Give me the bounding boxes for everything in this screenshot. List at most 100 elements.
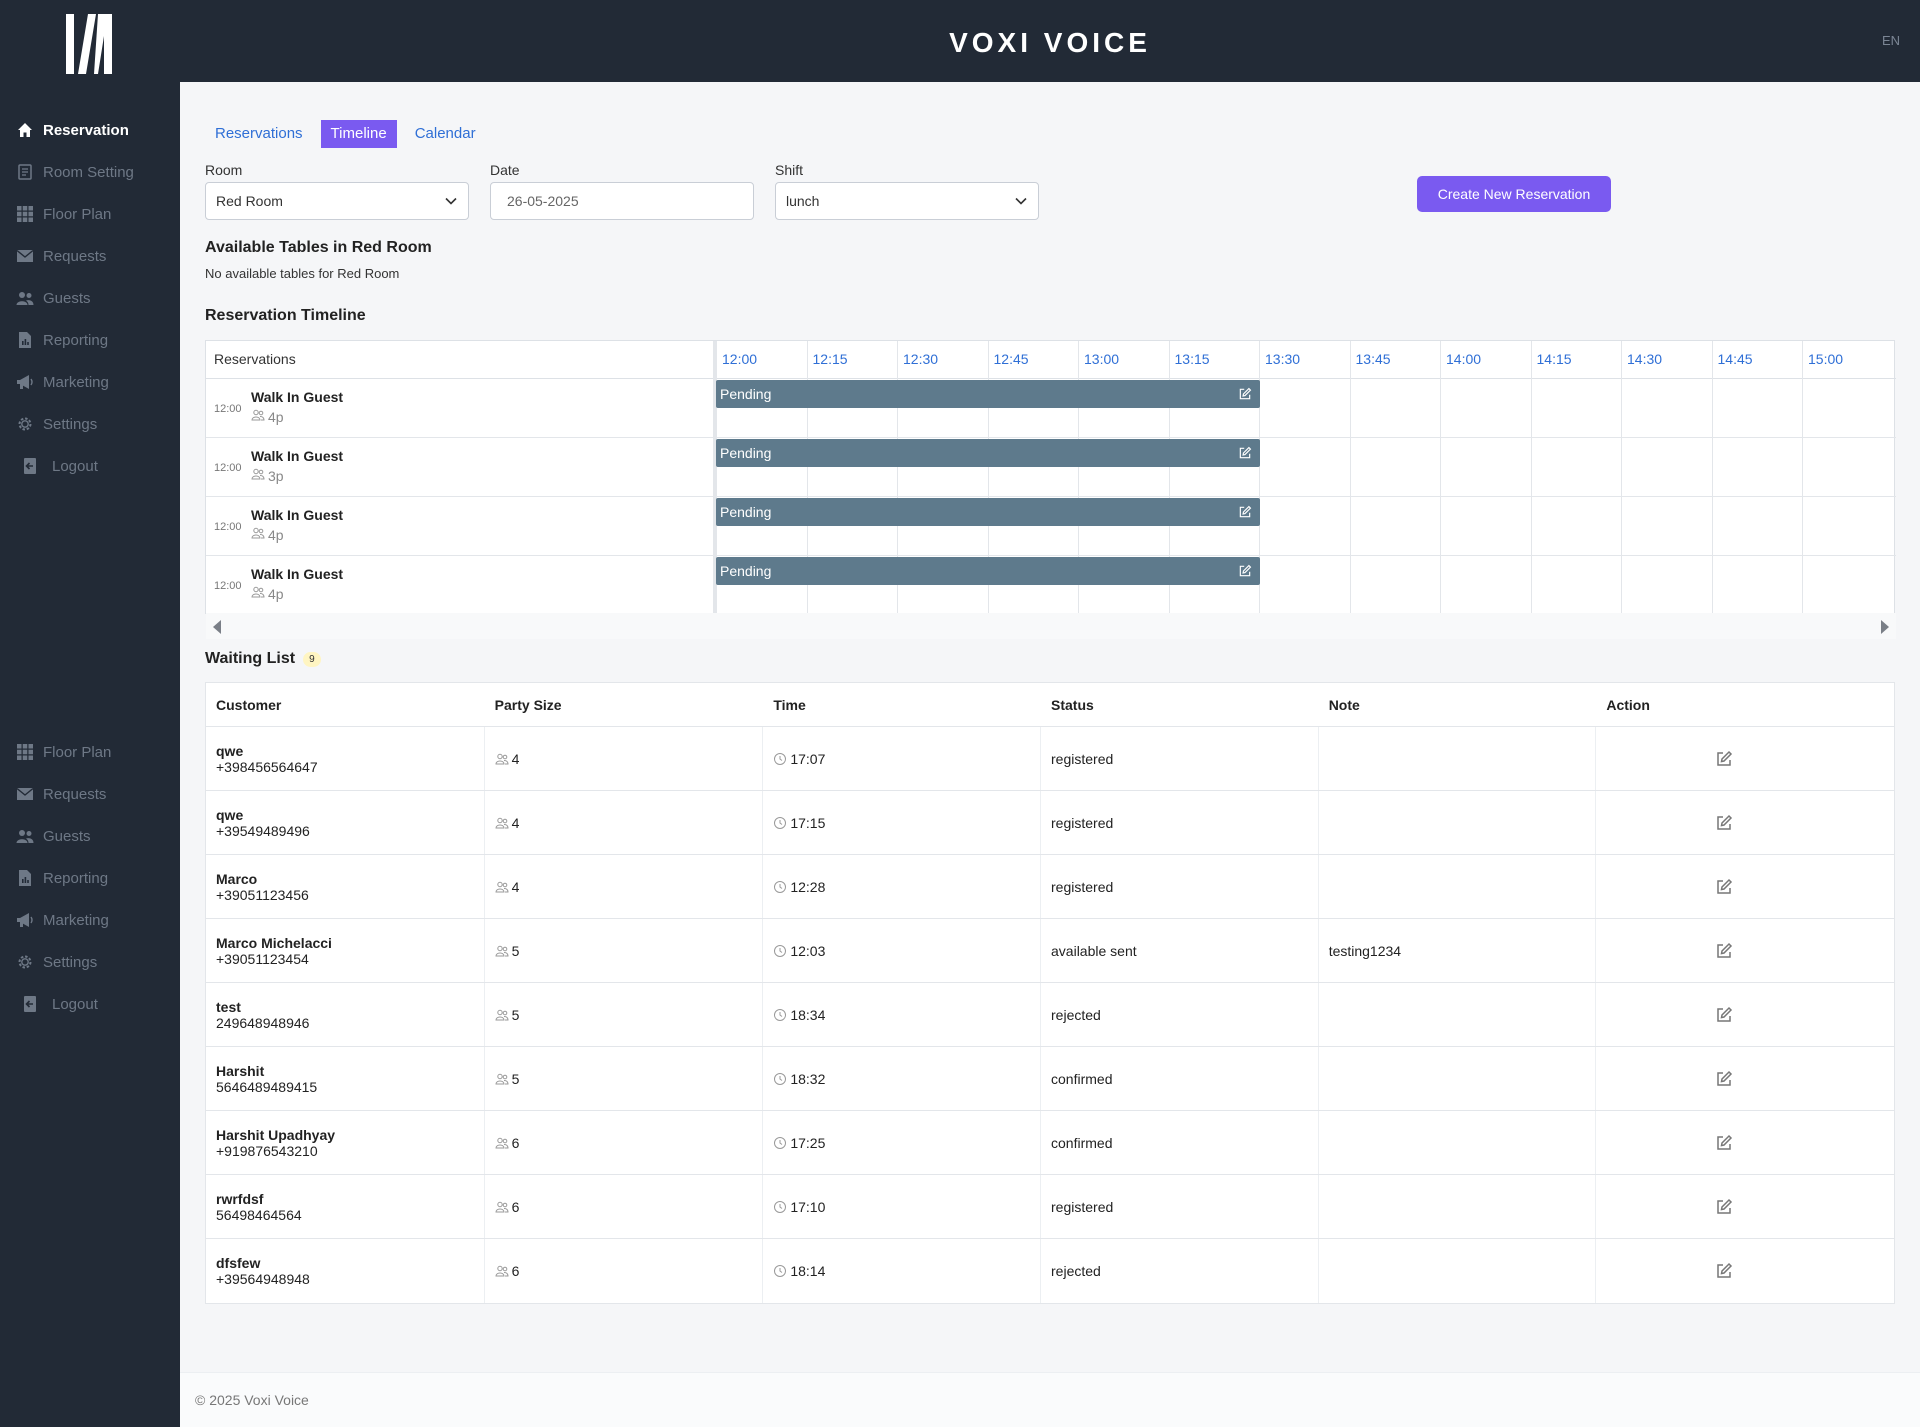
sidebar-item-label: Guests [43, 827, 91, 845]
users-icon [15, 288, 35, 308]
shift-select[interactable]: lunch [775, 182, 1039, 220]
timeline-row-party-size: 4p [268, 408, 284, 425]
timeline-divider [713, 341, 716, 615]
time-value: 12:28 [790, 878, 826, 895]
reservation-bar[interactable]: Pending [716, 498, 1260, 526]
footer: © 2025 Voxi Voice [180, 1372, 1920, 1427]
party-icon [495, 816, 509, 830]
sidebar-item-label: Reporting [43, 869, 109, 887]
edit-icon[interactable] [1238, 505, 1252, 519]
sidebar-item-guests[interactable]: Guests [0, 277, 180, 319]
timeline-row-party-size: 4p [268, 526, 284, 543]
status-value: registered [1051, 750, 1114, 767]
action-cell [1596, 727, 1894, 790]
sidebar-item-floor-plan[interactable]: Floor Plan [0, 731, 180, 773]
timeline-scrollbar[interactable] [206, 613, 1896, 639]
timeline-slot: 14:15 [1530, 341, 1622, 615]
status-cell: available sent [1041, 919, 1319, 982]
table-row: Marco +39051123456 4 12:28 registered [206, 855, 1894, 919]
sidebar-item-label: Marketing [43, 911, 109, 929]
tab-reservations[interactable]: Reservations [215, 125, 303, 142]
note-cell [1319, 1175, 1597, 1238]
sidebar-item-reporting[interactable]: Reporting [0, 319, 180, 361]
timeline-slot: 12:00 [716, 341, 807, 615]
time-cell: 17:15 [763, 791, 1042, 854]
grid-icon [15, 742, 35, 762]
sidebar-item-reporting[interactable]: Reporting [0, 857, 180, 899]
party-icon [495, 1264, 509, 1278]
timeline-slot: 14:00 [1440, 341, 1531, 615]
party-size-value: 6 [511, 1134, 520, 1151]
sidebar-item-marketing[interactable]: Marketing [0, 899, 180, 941]
reservation-bar[interactable]: Pending [716, 439, 1260, 467]
sidebar-item-reservation[interactable]: Reservation [0, 109, 180, 151]
action-cell [1596, 791, 1894, 854]
date-input[interactable]: 26-05-2025 [490, 182, 754, 220]
status-cell: registered [1041, 727, 1319, 790]
grid-icon [15, 204, 35, 224]
header-note: Note [1328, 696, 1360, 713]
available-tables-title: Available Tables in Red Room [205, 239, 432, 256]
edit-icon[interactable] [1238, 564, 1252, 578]
sidebar-item-settings[interactable]: Settings [0, 403, 180, 445]
customer-cell: rwrfdsf 56498464564 [206, 1175, 485, 1238]
action-cell [1596, 1111, 1894, 1174]
sidebar-item-room-setting[interactable]: Room Setting [0, 151, 180, 193]
timeline-row-party: 4p [251, 526, 284, 543]
timeline-slot-label: 14:45 [1717, 351, 1753, 367]
party-icon [495, 880, 509, 894]
voxi-logo[interactable] [64, 12, 114, 76]
timeline-row-guest-name: Walk In Guest [251, 448, 344, 464]
sidebar: Reservation Room Setting Floor Plan Request… [0, 0, 180, 1427]
reservation-bar[interactable]: Pending [716, 380, 1260, 408]
report-icon [15, 330, 35, 350]
action-cell [1596, 919, 1894, 982]
sidebar-item-requests[interactable]: Requests [0, 773, 180, 815]
sidebar-item-label: Reporting [43, 331, 109, 349]
action-cell [1596, 983, 1894, 1046]
reservation-timeline-title: Reservation Timeline [205, 307, 366, 324]
timeline-slot-label: 13:00 [1084, 351, 1120, 367]
create-reservation-button[interactable]: Create New Reservation [1417, 176, 1611, 212]
timeline-slot: 13:45 [1349, 341, 1441, 615]
time-value: 18:32 [790, 1070, 826, 1087]
sidebar-item-floor-plan[interactable]: Floor Plan [0, 193, 180, 235]
room-label: Room [205, 162, 243, 178]
edit-icon[interactable] [1238, 387, 1252, 401]
tab-timeline[interactable]: Timeline [320, 120, 397, 148]
customer-name: dfsfew [216, 1255, 261, 1271]
sidebar-item-guests[interactable]: Guests [0, 815, 180, 857]
scroll-right-arrow[interactable] [1881, 620, 1889, 634]
party-icon [251, 408, 265, 425]
timeline-slot-label: 12:15 [812, 351, 848, 367]
timeline-slot-label: 12:45 [993, 351, 1029, 367]
party-size-cell: 6 [485, 1239, 764, 1303]
sidebar-item-requests[interactable]: Requests [0, 235, 180, 277]
shift-select-value: lunch [786, 193, 820, 209]
sidebar-item-label: Settings [43, 415, 98, 433]
timeline-slot-label: 13:30 [1265, 351, 1301, 367]
edit-icon[interactable] [1238, 446, 1252, 460]
sidebar-item-settings[interactable]: Settings [0, 941, 180, 983]
party-icon [495, 752, 509, 766]
sidebar-item-logout[interactable]: Logout [0, 983, 180, 1025]
party-icon [251, 526, 265, 543]
time-cell: 18:34 [763, 983, 1042, 1046]
sidebar-item-label: Requests [43, 247, 107, 265]
action-cell [1596, 855, 1894, 918]
timeline-header: Reservations [206, 341, 1896, 379]
tab-calendar[interactable]: Calendar [414, 125, 476, 142]
sidebar-item-marketing[interactable]: Marketing [0, 361, 180, 403]
customer-phone: +39051123456 [216, 886, 309, 903]
timeline-row-party: 4p [251, 585, 284, 602]
reservation-bar[interactable]: Pending [716, 557, 1260, 585]
scroll-left-arrow[interactable] [213, 620, 221, 634]
note-cell [1319, 1239, 1597, 1303]
language-selector[interactable]: EN [1881, 33, 1900, 48]
room-select[interactable]: Red Room [205, 182, 469, 220]
customer-name: rwrfdsf [216, 1190, 264, 1207]
sidebar-item-logout[interactable]: Logout [0, 445, 180, 487]
report-icon [15, 868, 35, 888]
chevron-down-icon [445, 197, 457, 205]
status-cell: rejected [1041, 983, 1319, 1046]
